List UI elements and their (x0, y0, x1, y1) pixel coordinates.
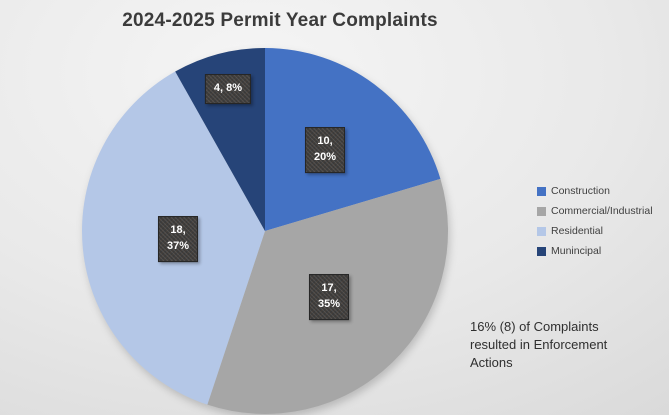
slice-label-line: 17, (321, 282, 337, 295)
legend-swatch (537, 186, 546, 196)
slice-label-line: 35% (317, 298, 341, 310)
legend-item-residential: Residential (537, 225, 665, 237)
slice-label-line: 4, 8% (213, 82, 243, 95)
legend-label: Commercial/Industrial (551, 205, 653, 217)
chart-title: 2024-2025 Permit Year Complaints (122, 10, 438, 31)
slice-label-residential: 18, 37% (157, 216, 199, 262)
slice-label-line: 37% (166, 240, 190, 252)
legend-item-commercial-industrial: Commercial/Industrial (537, 205, 665, 217)
pie-slice-construction (265, 48, 441, 231)
legend-item-construction: Construction (537, 185, 665, 197)
slice-label-line: 20% (313, 151, 337, 163)
legend-label: Munincipal (551, 245, 602, 257)
slice-label-commercial-industrial: 17, 35% (308, 274, 350, 320)
legend-label: Residential (551, 225, 603, 237)
legend: Construction Commercial/Industrial Residen… (537, 185, 665, 257)
slice-label-munincipal: 4, 8% (204, 74, 252, 104)
legend-swatch (537, 226, 546, 236)
pie-slice-munincipal (175, 48, 265, 231)
legend-item-munincipal: Munincipal (537, 245, 665, 257)
slice-label-line: 18, (170, 224, 186, 237)
slice-label-construction: 10, 20% (304, 127, 346, 173)
legend-label: Construction (551, 185, 610, 197)
legend-swatch (537, 206, 546, 216)
slice-label-line: 10, (317, 135, 333, 148)
enforcement-note: 16% (8) of Complaints resulted in Enforc… (470, 319, 608, 371)
legend-swatch (537, 246, 546, 256)
